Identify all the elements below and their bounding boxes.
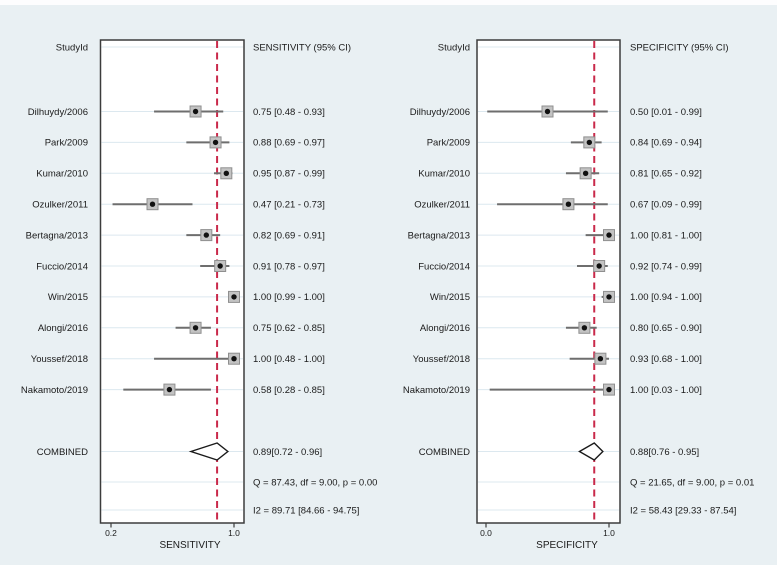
point-marker-dot — [203, 232, 210, 238]
ci-label: 0.91 [0.78 - 0.97] — [253, 261, 325, 272]
ci-label: 0.58 [0.28 - 0.85] — [253, 385, 325, 396]
ci-label: 0.95 [0.87 - 0.99] — [253, 169, 325, 180]
study-label: Dilhuydy/2006 — [410, 107, 470, 118]
study-label: Dilhuydy/2006 — [28, 107, 88, 118]
ci-label: 0.47 [0.21 - 0.73] — [253, 200, 325, 211]
study-label: Fuccio/2014 — [418, 261, 470, 272]
point-marker-dot — [231, 294, 237, 300]
top-margin-strip — [0, 0, 777, 5]
ci-label: 0.81 [0.65 - 0.92] — [630, 169, 702, 180]
heterogeneity-i2-stat: I2 = 58.43 [29.33 - 87.54] — [630, 505, 736, 516]
point-marker-dot — [149, 201, 156, 207]
combined-estimate-label: 0.89[0.72 - 0.96] — [253, 447, 322, 458]
study-label: Bertagna/2013 — [26, 230, 88, 241]
point-marker-dot — [586, 139, 593, 146]
study-label: Ozulker/2011 — [32, 200, 88, 211]
x-axis-tick-label: 1.0 — [603, 528, 615, 538]
study-label: Nakamoto/2019 — [21, 385, 88, 396]
ci-label: 0.84 [0.69 - 0.94] — [630, 138, 702, 149]
column-header-study: StudyId — [56, 42, 88, 53]
combined-diamond-specificity — [578, 442, 604, 461]
ci-label: 0.75 [0.48 - 0.93] — [253, 107, 325, 118]
heterogeneity-i2-stat: I2 = 89.71 [84.66 - 94.75] — [253, 505, 359, 516]
heterogeneity-q-stat: Q = 21.65, df = 9.00, p = 0.01 — [630, 477, 754, 488]
x-axis-tick-label: 0.2 — [105, 528, 117, 538]
study-label: Win/2015 — [430, 292, 470, 303]
point-marker-dot — [217, 263, 223, 269]
point-marker-dot — [565, 201, 572, 207]
x-axis-title: SENSITIVITY — [159, 540, 220, 551]
ci-label: 0.50 [0.01 - 0.99] — [630, 107, 702, 118]
point-marker-dot — [223, 170, 230, 176]
point-marker-dot — [606, 386, 612, 393]
study-label: Park/2009 — [45, 138, 88, 149]
ci-label: 0.93 [0.68 - 1.00] — [630, 354, 702, 365]
point-marker-dot — [581, 325, 588, 331]
combined-diamond-sensitivity — [188, 442, 229, 461]
column-header-estimate: SENSITIVITY (95% CI) — [253, 42, 351, 53]
ci-label: 1.00 [0.94 - 1.00] — [630, 292, 702, 303]
study-label: Bertagna/2013 — [408, 230, 470, 241]
ci-label: 0.75 [0.62 - 0.85] — [253, 323, 325, 334]
combined-row-label: COMBINED — [37, 447, 88, 458]
ci-label: 0.88 [0.69 - 0.97] — [253, 138, 325, 149]
ci-label: 0.92 [0.74 - 0.99] — [630, 261, 702, 272]
ci-label: 0.80 [0.65 - 0.90] — [630, 323, 702, 334]
x-axis-tick-label: 0.0 — [480, 528, 492, 538]
point-marker-dot — [597, 356, 604, 362]
study-label: Youssef/2018 — [413, 354, 470, 365]
study-label: Ozulker/2011 — [414, 200, 470, 211]
study-label: Nakamoto/2019 — [403, 385, 470, 396]
x-axis-tick-label: 1.0 — [228, 528, 240, 538]
heterogeneity-q-stat: Q = 87.43, df = 9.00, p = 0.00 — [253, 477, 377, 488]
combined-row-label: COMBINED — [419, 447, 470, 458]
study-label: Park/2009 — [427, 138, 470, 149]
ci-label: 0.67 [0.09 - 0.99] — [630, 200, 702, 211]
study-label: Kumar/2010 — [36, 169, 88, 180]
point-marker-dot — [212, 139, 219, 146]
study-label: Alongi/2016 — [38, 323, 88, 334]
plot-box-sensitivity — [99, 39, 245, 524]
ci-label: 1.00 [0.81 - 1.00] — [630, 230, 702, 241]
point-marker-dot — [192, 108, 199, 115]
point-marker-dot — [231, 356, 237, 362]
x-axis-title: SPECIFICITY — [536, 540, 598, 551]
ci-label: 1.00 [0.48 - 1.00] — [253, 354, 325, 365]
study-label: Youssef/2018 — [31, 354, 88, 365]
study-label: Alongi/2016 — [420, 323, 470, 334]
point-marker-dot — [166, 386, 173, 393]
plot-box-specificity — [476, 39, 621, 524]
study-label: Fuccio/2014 — [36, 261, 88, 272]
point-marker-dot — [192, 325, 199, 331]
column-header-estimate: SPECIFICITY (95% CI) — [630, 42, 729, 53]
point-marker-dot — [606, 294, 612, 300]
point-marker-dot — [582, 170, 589, 176]
ci-label: 1.00 [0.03 - 1.00] — [630, 385, 702, 396]
point-marker-dot — [606, 232, 612, 238]
ci-label: 1.00 [0.99 - 1.00] — [253, 292, 325, 303]
combined-estimate-label: 0.88[0.76 - 0.95] — [630, 447, 699, 458]
study-label: Kumar/2010 — [418, 169, 470, 180]
study-label: Win/2015 — [48, 292, 88, 303]
ci-label: 0.82 [0.69 - 0.91] — [253, 230, 325, 241]
column-header-study: StudyId — [438, 42, 470, 53]
point-marker-dot — [596, 263, 602, 269]
point-marker-dot — [544, 108, 551, 115]
